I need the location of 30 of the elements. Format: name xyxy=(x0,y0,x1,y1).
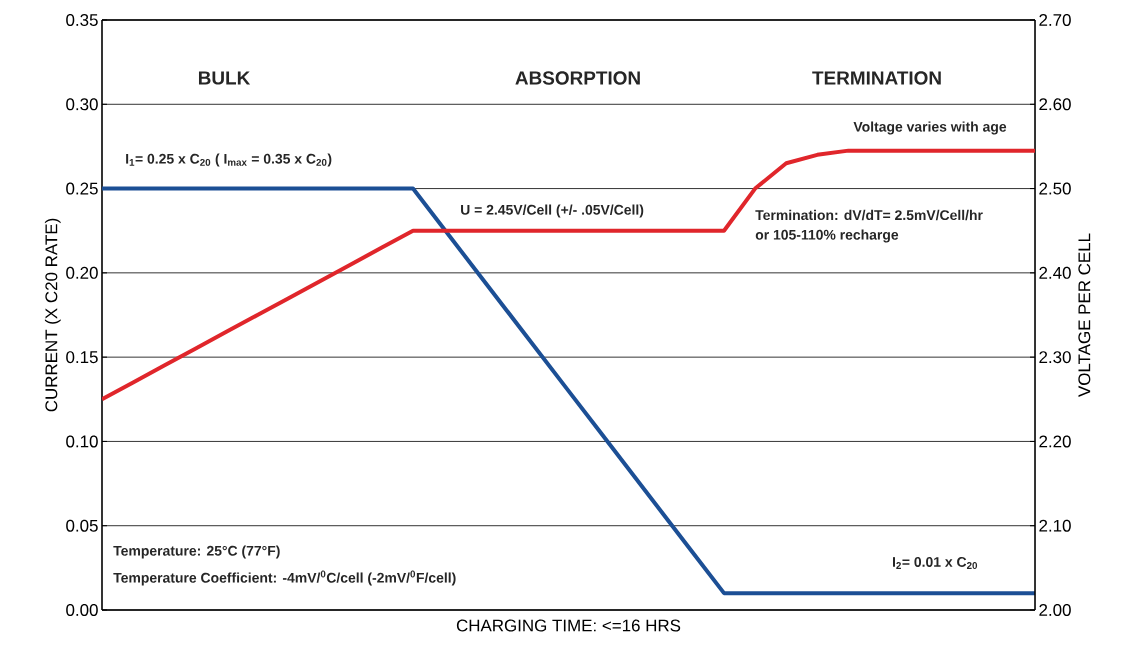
annotation: ABSORPTION xyxy=(515,71,640,85)
y-tick-label: 0.15 xyxy=(66,351,98,364)
y2-tick-label: 2.40 xyxy=(1039,266,1071,279)
y-axis-title: CURRENT (X C20 RATE) xyxy=(44,218,61,412)
y-tick-label: 0.00 xyxy=(66,604,98,616)
annotation: Termination: dV/dT= 2.5mV/Cell/hr xyxy=(755,209,983,221)
y-tick-label: 0.25 xyxy=(66,182,98,195)
y-tick-label: 0.10 xyxy=(66,435,98,448)
y2-tick-label: 2.50 xyxy=(1039,182,1071,195)
y-tick-label: 0.35 xyxy=(66,14,98,26)
y2-tick-label: 2.00 xyxy=(1039,604,1071,616)
y2-tick-label: 2.60 xyxy=(1039,98,1071,111)
annotation: Temperature: 25°C (77°F) xyxy=(113,545,280,559)
y-tick-label: 0.20 xyxy=(66,266,98,279)
annotation: Voltage varies with age xyxy=(853,121,1007,135)
text: I$_{1}$= 0.25 x C$_{20}$ ( I$_{max}$ = 0.35 x C$_{20}$) xyxy=(126,153,332,167)
y2-tick-label: 2.30 xyxy=(1039,351,1071,364)
y2-tick-label: 2.10 xyxy=(1039,519,1071,532)
y-tick-label: 0.30 xyxy=(66,98,98,111)
y-tick-label: 0.05 xyxy=(66,519,98,532)
annotation: or 105-110% recharge xyxy=(755,229,899,243)
x-axis-title: CHARGING TIME: <=16 HRS xyxy=(456,619,681,632)
annotation: Temperature Coefficient: -4mV/$^{0}$C/cell (-2mV/$^{0}$F/cell) xyxy=(113,570,456,586)
annotation: BULK xyxy=(198,71,251,85)
annotation: I$_{2}$= 0.01 x C$_{20}$ xyxy=(893,556,978,569)
y2-tick-label: 2.70 xyxy=(1039,14,1071,26)
y2-tick-label: 2.20 xyxy=(1039,435,1071,448)
annotation: TERMINATION xyxy=(812,71,941,85)
y2-axis-title: VOLTAGE PER CELL xyxy=(1078,233,1091,397)
annotation: U = 2.45V/Cell (+/- .05V/Cell) xyxy=(461,204,644,218)
